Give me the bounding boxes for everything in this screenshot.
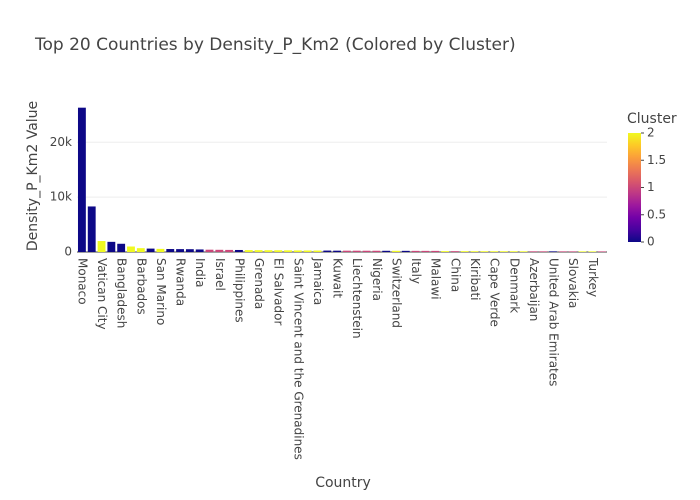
x-tick-label: Denmark bbox=[507, 258, 521, 313]
x-tick-label: India bbox=[193, 258, 207, 287]
x-tick-label: El Salvador bbox=[272, 258, 286, 325]
bar bbox=[588, 251, 597, 252]
x-tick-label: Nigeria bbox=[370, 258, 384, 301]
x-tick-label: Grenada bbox=[252, 258, 266, 309]
x-tick-label: Slovakia bbox=[566, 258, 580, 308]
x-tick-label: Vatican City bbox=[95, 258, 109, 330]
bar bbox=[392, 250, 400, 252]
bar bbox=[421, 250, 430, 252]
bar bbox=[97, 241, 106, 252]
colorbar-tick-label: 1.5 bbox=[647, 153, 666, 167]
bar bbox=[362, 250, 371, 252]
y-tick-label: 20k bbox=[50, 135, 72, 149]
bar bbox=[342, 250, 351, 252]
y-tick-label: 0 bbox=[64, 245, 72, 259]
x-tick-label: Jamaica bbox=[311, 257, 325, 305]
colorbar bbox=[628, 133, 641, 242]
x-tick-label: Bangladesh bbox=[115, 258, 129, 328]
bar bbox=[509, 251, 518, 252]
bar bbox=[117, 243, 126, 252]
x-tick-label: Italy bbox=[409, 258, 423, 284]
x-tick-label: China bbox=[448, 258, 462, 292]
bar bbox=[490, 251, 499, 252]
x-tick-label: Liechtenstein bbox=[350, 258, 364, 339]
bar bbox=[244, 250, 253, 252]
x-tick-label: Turkey bbox=[586, 257, 600, 297]
x-tick-label: Saint Vincent and the Grenadines bbox=[291, 258, 305, 460]
bar bbox=[568, 251, 577, 252]
bar bbox=[195, 249, 204, 252]
bar bbox=[382, 250, 391, 252]
bar bbox=[352, 250, 361, 252]
bar bbox=[235, 249, 243, 252]
bar bbox=[205, 249, 214, 252]
bar bbox=[313, 250, 322, 252]
x-tick-label: United Arab Emirates bbox=[547, 258, 561, 386]
bar bbox=[480, 251, 489, 252]
bar bbox=[136, 248, 145, 252]
bar bbox=[460, 251, 469, 252]
x-tick-label: Philippines bbox=[232, 258, 246, 323]
bar bbox=[401, 250, 410, 252]
bar bbox=[274, 250, 283, 252]
colorbar-tick-label: 1 bbox=[647, 180, 655, 194]
x-tick-label: Kiribati bbox=[468, 258, 482, 300]
colorbar-tick-label: 0 bbox=[647, 235, 655, 249]
x-axis-label: Country bbox=[315, 475, 371, 491]
x-tick-label: Israel bbox=[213, 258, 227, 291]
bar bbox=[598, 251, 607, 252]
bar bbox=[500, 251, 508, 252]
bar bbox=[441, 251, 449, 252]
bar bbox=[539, 251, 548, 252]
y-tick-label: 10k bbox=[50, 190, 72, 204]
bar bbox=[303, 250, 312, 252]
x-tick-label: Barbados bbox=[134, 258, 148, 315]
bar bbox=[215, 249, 224, 252]
x-tick-label: Switzerland bbox=[389, 258, 403, 328]
bar bbox=[156, 248, 165, 252]
bar bbox=[166, 249, 175, 252]
x-tick-label: Kuwait bbox=[331, 258, 345, 298]
bar bbox=[450, 251, 459, 252]
bar bbox=[107, 241, 116, 252]
bar bbox=[529, 251, 538, 252]
bar bbox=[372, 250, 381, 252]
x-tick-label: San Marino bbox=[154, 258, 168, 325]
bar bbox=[146, 248, 155, 252]
chart-title: Top 20 Countries by Density_P_Km2 (Color… bbox=[34, 35, 516, 55]
colorbar-tick-label: 2 bbox=[647, 126, 655, 140]
x-tick-label: Cape Verde bbox=[488, 258, 502, 327]
bar bbox=[185, 249, 194, 252]
bar bbox=[549, 251, 557, 252]
colorbar-tick-label: 0.5 bbox=[647, 207, 666, 221]
bar bbox=[284, 250, 292, 252]
x-tick-label: Rwanda bbox=[174, 258, 188, 306]
x-tick-label: Monaco bbox=[75, 258, 89, 305]
bar bbox=[578, 251, 587, 252]
bar bbox=[558, 251, 567, 252]
bar bbox=[127, 246, 135, 252]
bar bbox=[323, 250, 332, 252]
bar bbox=[264, 250, 273, 252]
x-tick-label: Azerbaijan bbox=[527, 258, 541, 321]
bar bbox=[411, 250, 420, 252]
bar bbox=[470, 251, 479, 252]
y-axis-label: Density_P_Km2 Value bbox=[25, 101, 41, 251]
bar bbox=[293, 250, 302, 252]
bar bbox=[77, 107, 86, 252]
bar bbox=[254, 250, 263, 252]
colorbar-title: Cluster bbox=[627, 111, 677, 127]
x-tick-label: Malawi bbox=[429, 258, 443, 300]
bar bbox=[176, 249, 184, 252]
bar bbox=[519, 251, 528, 252]
bar bbox=[431, 250, 440, 252]
bar bbox=[87, 206, 96, 252]
bar bbox=[333, 250, 342, 252]
bar bbox=[225, 249, 234, 252]
